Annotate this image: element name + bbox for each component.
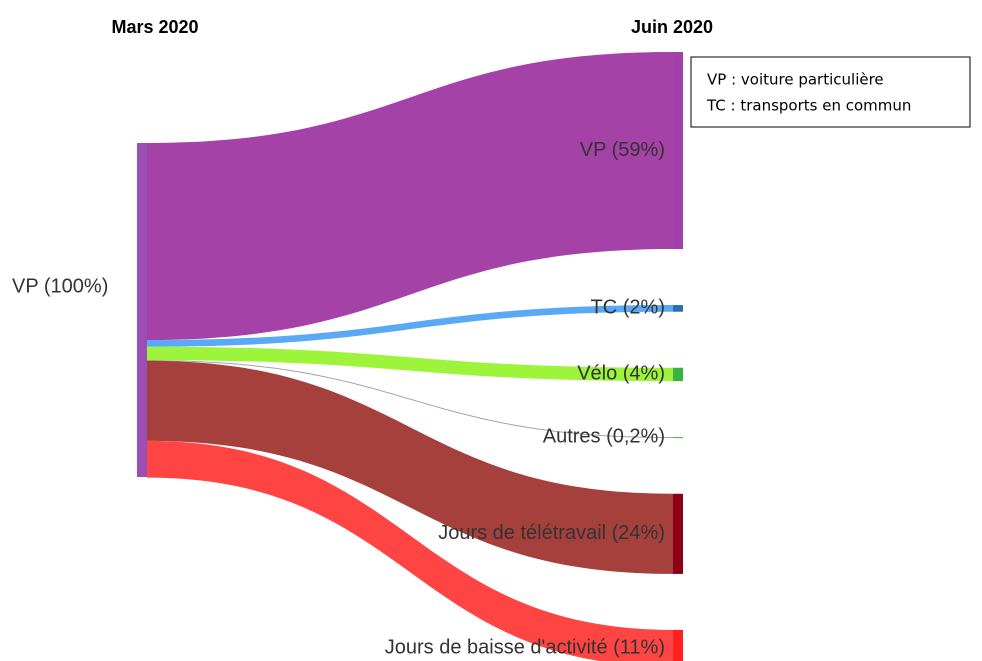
- target-node: [673, 493, 683, 574]
- flows: [147, 52, 673, 661]
- target-node: [673, 305, 683, 312]
- source-node: [137, 143, 147, 477]
- flow: [147, 346, 673, 382]
- legend-text: TC : transports en commun: [706, 97, 911, 115]
- column-header: Juin 2020: [631, 17, 713, 37]
- node-label: Vélo (4%): [577, 363, 665, 385]
- flow: [147, 360, 673, 439]
- column-header: Mars 2020: [111, 17, 198, 37]
- flow: [147, 360, 673, 574]
- flow: [147, 305, 673, 347]
- target-node: [673, 629, 683, 661]
- target-node: [673, 367, 683, 382]
- node-label: Autres (0,2%): [543, 426, 665, 448]
- flow: [147, 52, 673, 341]
- target-node: [673, 437, 683, 439]
- legend-box: [690, 56, 971, 128]
- node-label: Jours de télétravail (24%): [438, 522, 665, 544]
- flow: [147, 440, 673, 661]
- target-node: [673, 52, 683, 250]
- node-label: Jours de baisse d'activité (11%): [385, 637, 665, 659]
- node-label: TC (2%): [591, 297, 665, 319]
- node-label: VP (100%): [12, 275, 108, 297]
- legend-text: VP : voiture particulière: [707, 71, 884, 89]
- node-label: VP (59%): [580, 139, 665, 161]
